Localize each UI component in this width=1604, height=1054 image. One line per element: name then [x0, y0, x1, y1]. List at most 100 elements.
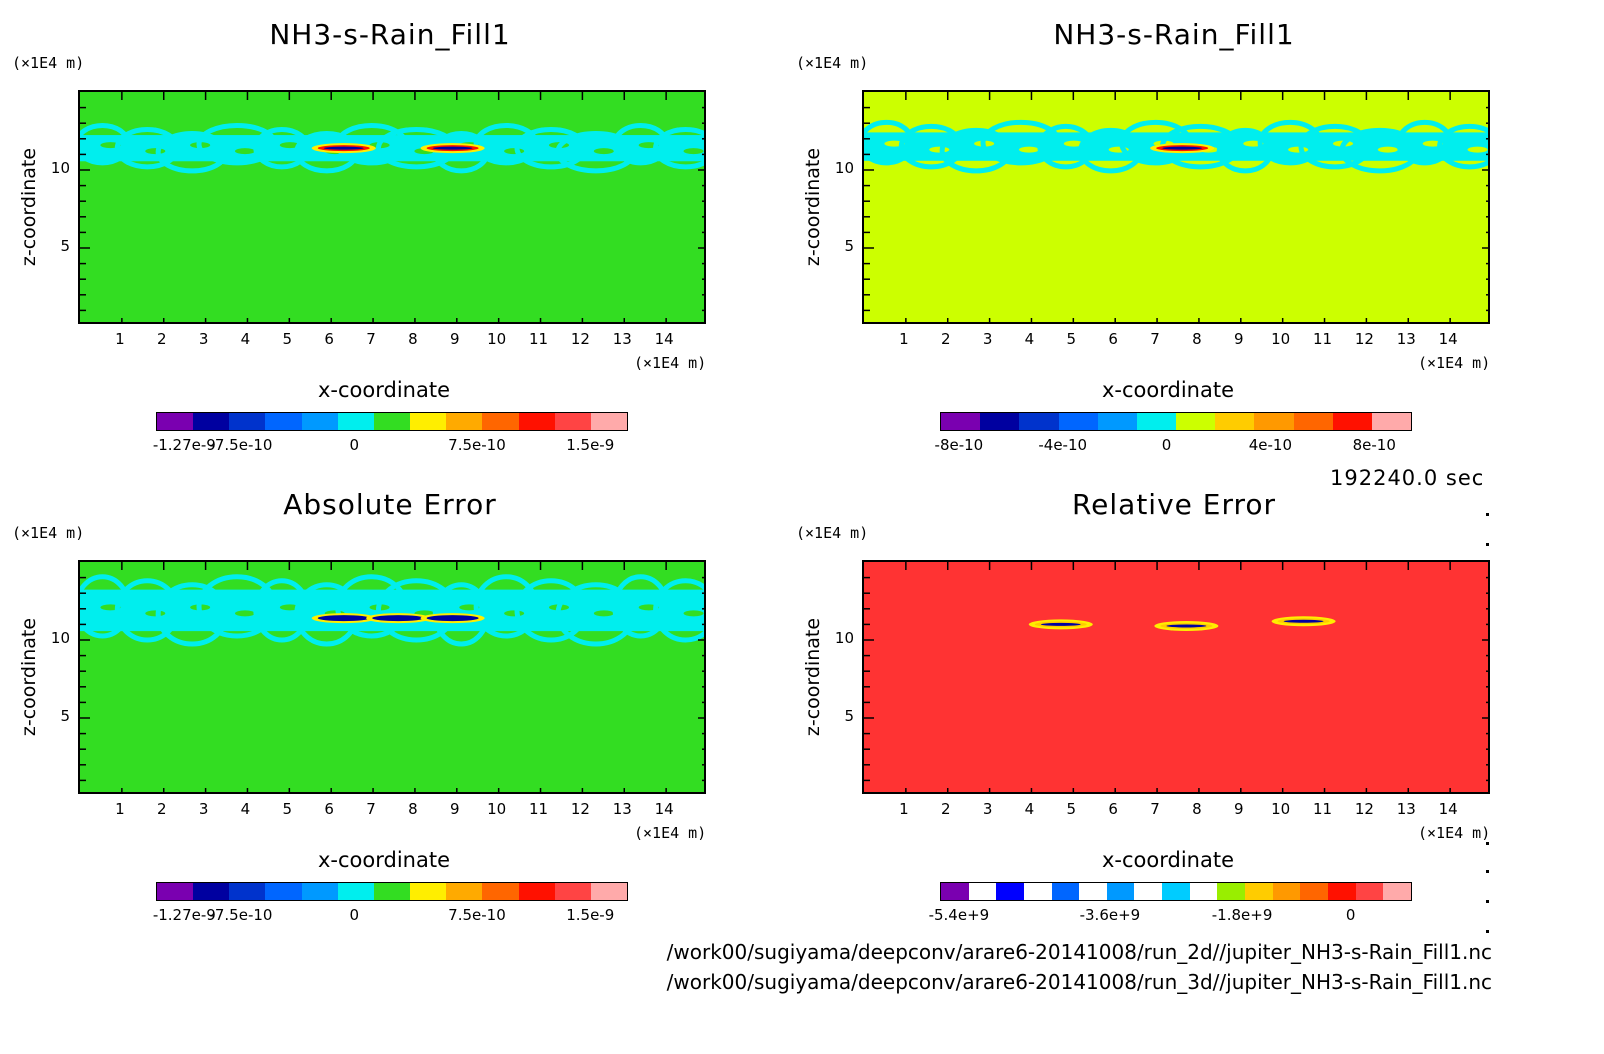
heatmap-plot [78, 560, 706, 794]
marker-dot [1486, 842, 1489, 845]
x-unit-label: (×1E4 m) [1418, 824, 1491, 842]
chart-panel: Absolute Error (×1E4 m) 1 2 3 4 5 6 7 8 9 10 11 12 13 1… [0, 470, 784, 940]
colorbar-label: -8e-10 [934, 436, 984, 454]
chart-title: Absolute Error [283, 488, 497, 521]
colorbar-swatch [590, 883, 628, 900]
x-tick-label: 1 [115, 800, 125, 818]
colorbar-swatch [1327, 883, 1356, 900]
colorbar-label: 1.5e-9 [566, 436, 615, 454]
colorbar [156, 882, 628, 901]
x-tick-label: 3 [198, 800, 209, 818]
time-label: 192240.0 sec [1330, 466, 1485, 490]
x-tick-label: 3 [982, 330, 993, 348]
x-tick-label: 13 [1396, 330, 1416, 348]
colorbar-swatch [373, 413, 411, 430]
blob-feature [1271, 616, 1336, 627]
heatmap-plot [862, 90, 1490, 324]
x-tick-label: 11 [528, 800, 549, 818]
x-tick-label: 13 [1396, 800, 1416, 818]
colorbar-swatch [373, 883, 411, 900]
colorbar-label: -7.5e-10 [209, 436, 273, 454]
colorbar-label: 0 [349, 906, 360, 924]
heatmap-canvas [80, 92, 704, 322]
x-tick-label: 12 [1354, 330, 1374, 348]
x-tick-label: 10 [1271, 330, 1291, 348]
colorbar-swatch [1293, 413, 1333, 430]
colorbar-swatch [1023, 883, 1052, 900]
y-tick-label: 10 [834, 629, 854, 647]
x-tick-label: 2 [940, 330, 951, 348]
x-tick-label: 11 [528, 330, 549, 348]
x-tick-label: 11 [1312, 800, 1333, 818]
colorbar-swatch [229, 413, 266, 430]
x-tick-label: 9 [450, 800, 460, 818]
colorbar-swatch [482, 413, 519, 430]
colorbar-swatch [193, 883, 230, 900]
x-tick-label: 5 [282, 330, 293, 348]
colorbar-swatch [941, 883, 969, 900]
x-tick-label: 7 [366, 800, 376, 818]
colorbar-label: 8e-10 [1352, 436, 1396, 454]
x-tick-label: 8 [1192, 800, 1202, 818]
x-tick-label: 6 [1108, 800, 1118, 818]
marker-dot [1486, 900, 1489, 903]
y-axis-label: z-coordinate [802, 147, 824, 267]
colorbar-label: 0 [349, 436, 360, 454]
x-tick-label: 4 [1024, 800, 1035, 818]
x-tick-label: 10 [1271, 800, 1291, 818]
colorbar-swatch [554, 883, 591, 900]
colorbar-swatch [1189, 883, 1218, 900]
colorbar-swatch [590, 413, 628, 430]
y-tick-label: 5 [844, 237, 854, 255]
x-tick-label: 6 [1108, 330, 1118, 348]
colorbar-label: 0 [1345, 906, 1356, 924]
colorbar-swatch [1106, 883, 1135, 900]
band-region [80, 574, 704, 647]
marker-dot [1486, 513, 1489, 516]
blob-feature [1150, 143, 1215, 154]
colorbar-label: 7.5e-10 [448, 436, 506, 454]
y-tick-label: 5 [844, 707, 854, 725]
x-tick-label: 4 [240, 800, 251, 818]
x-tick-label: 14 [654, 330, 674, 348]
colorbar-label: -7.5e-10 [209, 906, 273, 924]
colorbar-label: -5.4e+9 [928, 906, 990, 924]
colorbar-swatch [941, 413, 981, 430]
colorbar-swatch [301, 883, 338, 900]
colorbar-swatch [1136, 413, 1177, 430]
x-tick-label: 9 [1234, 330, 1244, 348]
x-axis-label: x-coordinate [318, 378, 451, 402]
colorbar-swatch [1162, 883, 1190, 900]
colorbar [940, 412, 1412, 431]
x-tick-label: 2 [156, 800, 167, 818]
x-tick-label: 7 [1150, 330, 1160, 348]
colorbar-swatch [554, 413, 591, 430]
colorbar-swatch [410, 413, 447, 430]
colorbar-swatch [518, 413, 555, 430]
chart-title: Relative Error [1071, 488, 1277, 521]
colorbar-swatch [996, 883, 1024, 900]
colorbar-swatch [1371, 413, 1412, 430]
y-unit-label: (×1E4 m) [796, 54, 869, 72]
colorbar-swatch [157, 883, 194, 900]
y-tick-label: 10 [50, 629, 70, 647]
x-axis-label: x-coordinate [318, 848, 451, 872]
y-axis-label: z-coordinate [802, 617, 824, 737]
heatmap-canvas [80, 562, 704, 792]
x-tick-label: 5 [1066, 800, 1077, 818]
colorbar-swatch [482, 883, 519, 900]
x-tick-label: 8 [1192, 330, 1202, 348]
heatmap-plot [78, 90, 706, 324]
colorbar-swatch [1215, 413, 1255, 430]
colorbar-label: -1.8e+9 [1211, 906, 1273, 924]
colorbar-swatch [1300, 883, 1328, 900]
x-tick-label: 12 [570, 330, 590, 348]
x-tick-label: 8 [408, 330, 418, 348]
x-tick-label: 5 [1066, 330, 1077, 348]
colorbar-swatch [229, 883, 266, 900]
blob-feature [311, 613, 376, 624]
x-tick-label: 12 [570, 800, 590, 818]
y-tick-label: 10 [50, 159, 70, 177]
x-tick-label: 4 [1024, 330, 1035, 348]
file-path-3d: /work00/sugiyama/deepconv/arare6-2014100… [666, 970, 1492, 994]
